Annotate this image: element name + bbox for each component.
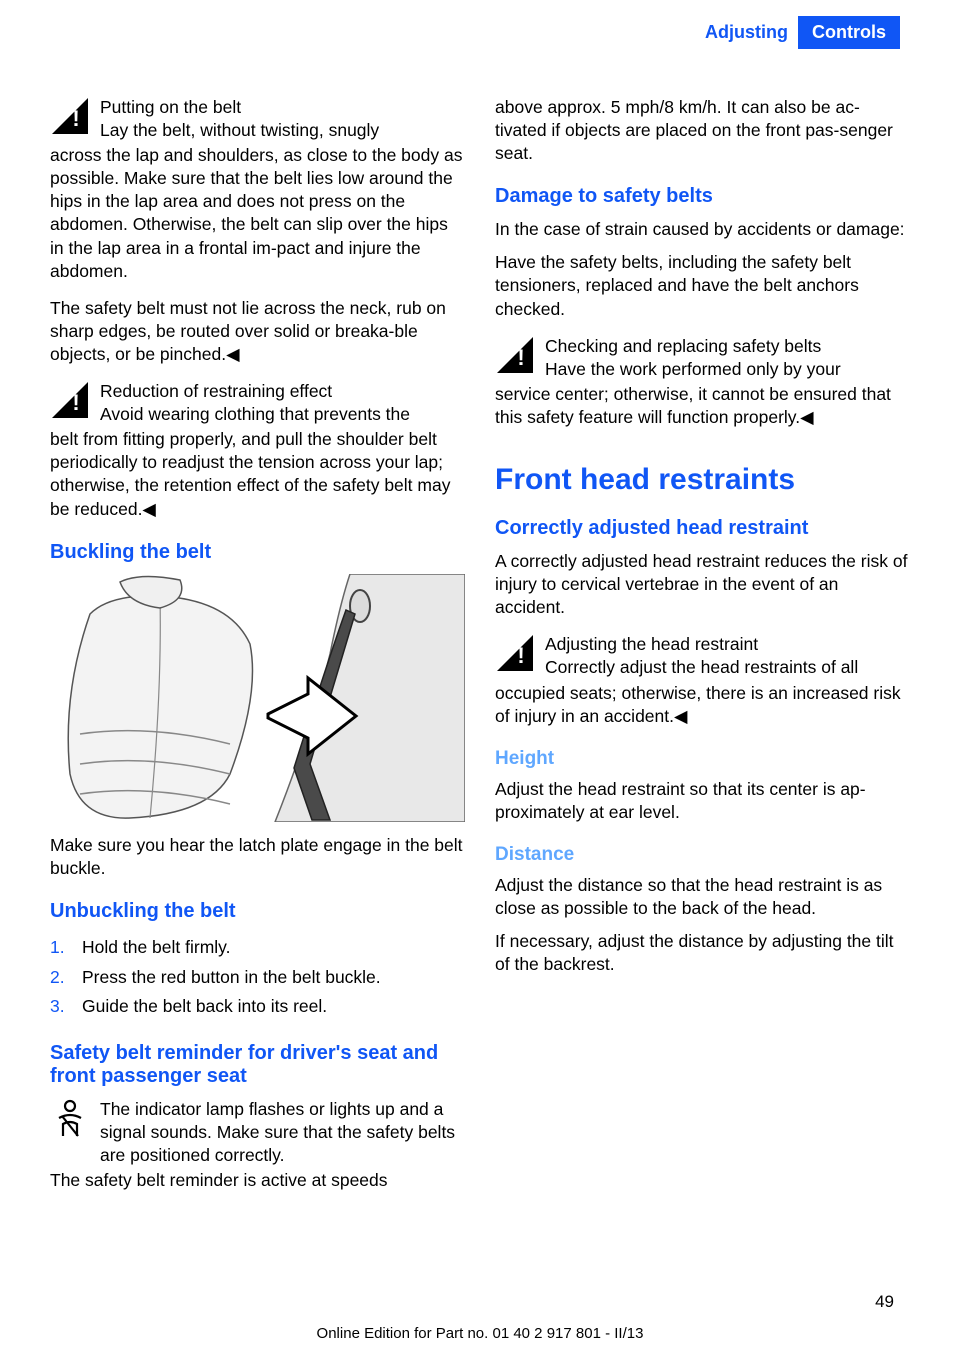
heading-damage: Damage to safety belts	[495, 185, 910, 208]
heading-belt-reminder: Safety belt reminder for driver's seat a…	[50, 1042, 465, 1088]
heading-distance: Distance	[495, 844, 910, 866]
header-chapter: Controls	[798, 16, 900, 49]
warning-body: service center; otherwise, it cannot be …	[495, 383, 910, 429]
paragraph: A correctly adjusted head restraint redu…	[495, 550, 910, 619]
header: Adjusting Controls	[695, 16, 900, 49]
warning-icon: !	[50, 96, 90, 136]
figure-buckling-belt	[50, 574, 465, 822]
figure-caption: Make sure you hear the latch plate engag…	[50, 834, 465, 880]
warning-text: Reduction of restraining effect Avoid we…	[100, 380, 465, 426]
warning-block-putting-on-belt: ! Putting on the belt Lay the belt, with…	[50, 96, 465, 142]
svg-text:!: !	[72, 390, 79, 415]
warning-text: Putting on the belt Lay the belt, withou…	[100, 96, 465, 142]
warning-block-checking-belts: ! Checking and replacing safety belts Ha…	[495, 335, 910, 381]
page-number: 49	[875, 1292, 894, 1312]
paragraph: If necessary, adjust the distance by adj…	[495, 930, 910, 976]
heading-correctly-adjusted: Correctly adjusted head restraint	[495, 517, 910, 540]
warning-icon: !	[495, 633, 535, 673]
heading-front-head-restraints: Front head restraints	[495, 463, 910, 497]
warning-text: Checking and replacing safety belts Have…	[545, 335, 910, 381]
list-text: Guide the belt back into its reel.	[82, 992, 327, 1022]
warning-title: Putting on the belt	[100, 97, 241, 117]
paragraph: Adjust the distance so that the head res…	[495, 874, 910, 920]
warning-block-restraining-effect: ! Reduction of restraining effect Avoid …	[50, 380, 465, 426]
left-column: ! Putting on the belt Lay the belt, with…	[50, 96, 465, 1202]
warning-body: occupied seats; otherwise, there is an i…	[495, 682, 910, 728]
page: Adjusting Controls ! Putting on the belt…	[0, 0, 960, 1362]
list-item: 2.Press the red button in the belt buckl…	[50, 963, 465, 993]
right-column: above approx. 5 mph/8 km/h. It can also …	[495, 96, 910, 1202]
warning-body: belt from fitting properly, and pull the…	[50, 428, 465, 520]
warning-title: Adjusting the head restraint	[545, 634, 758, 654]
warning-line2: Correctly adjust the head restraints of …	[545, 657, 858, 677]
paragraph-continuation: above approx. 5 mph/8 km/h. It can also …	[495, 96, 910, 165]
footer-text: Online Edition for Part no. 01 40 2 917 …	[0, 1325, 960, 1342]
header-section: Adjusting	[695, 16, 798, 49]
warning-line2: Have the work performed only by your	[545, 359, 841, 379]
paragraph: The safety belt must not lie across the …	[50, 297, 465, 366]
paragraph: In the case of strain caused by accident…	[495, 218, 910, 241]
warning-text: Adjusting the head restraint Correctly a…	[545, 633, 910, 679]
heading-buckling: Buckling the belt	[50, 541, 465, 564]
paragraph: Adjust the head restraint so that its ce…	[495, 778, 910, 824]
svg-text:!: !	[517, 643, 524, 668]
paragraph: Have the safety belts, including the saf…	[495, 251, 910, 320]
reminder-text: The indicator lamp flashes or lights up …	[100, 1098, 465, 1167]
list-number: 1.	[50, 933, 82, 963]
warning-icon: !	[50, 380, 90, 420]
list-item: 3.Guide the belt back into its reel.	[50, 992, 465, 1022]
warning-line2: Lay the belt, without twisting, snugly	[100, 120, 379, 140]
reminder-tail: The safety belt reminder is active at sp…	[50, 1169, 465, 1192]
warning-title: Checking and replacing safety belts	[545, 336, 821, 356]
warning-block-adjusting-head-restraint: ! Adjusting the head restraint Correctly…	[495, 633, 910, 679]
warning-icon: !	[495, 335, 535, 375]
warning-body: across the lap and shoulders, as close t…	[50, 144, 465, 283]
unbuckling-steps: 1.Hold the belt firmly. 2.Press the red …	[50, 933, 465, 1022]
content-columns: ! Putting on the belt Lay the belt, with…	[50, 96, 910, 1202]
list-number: 3.	[50, 992, 82, 1022]
list-text: Press the red button in the belt buckle.	[82, 963, 381, 993]
list-number: 2.	[50, 963, 82, 993]
list-item: 1.Hold the belt firmly.	[50, 933, 465, 963]
heading-unbuckling: Unbuckling the belt	[50, 900, 465, 923]
list-text: Hold the belt firmly.	[82, 933, 230, 963]
svg-text:!: !	[517, 345, 524, 370]
reminder-block: The indicator lamp flashes or lights up …	[50, 1098, 465, 1167]
heading-height: Height	[495, 748, 910, 770]
svg-text:!: !	[72, 106, 79, 131]
seatbelt-indicator-icon	[50, 1098, 90, 1138]
warning-line2: Avoid wearing clothing that prevents the	[100, 404, 410, 424]
warning-title: Reduction of restraining effect	[100, 381, 332, 401]
